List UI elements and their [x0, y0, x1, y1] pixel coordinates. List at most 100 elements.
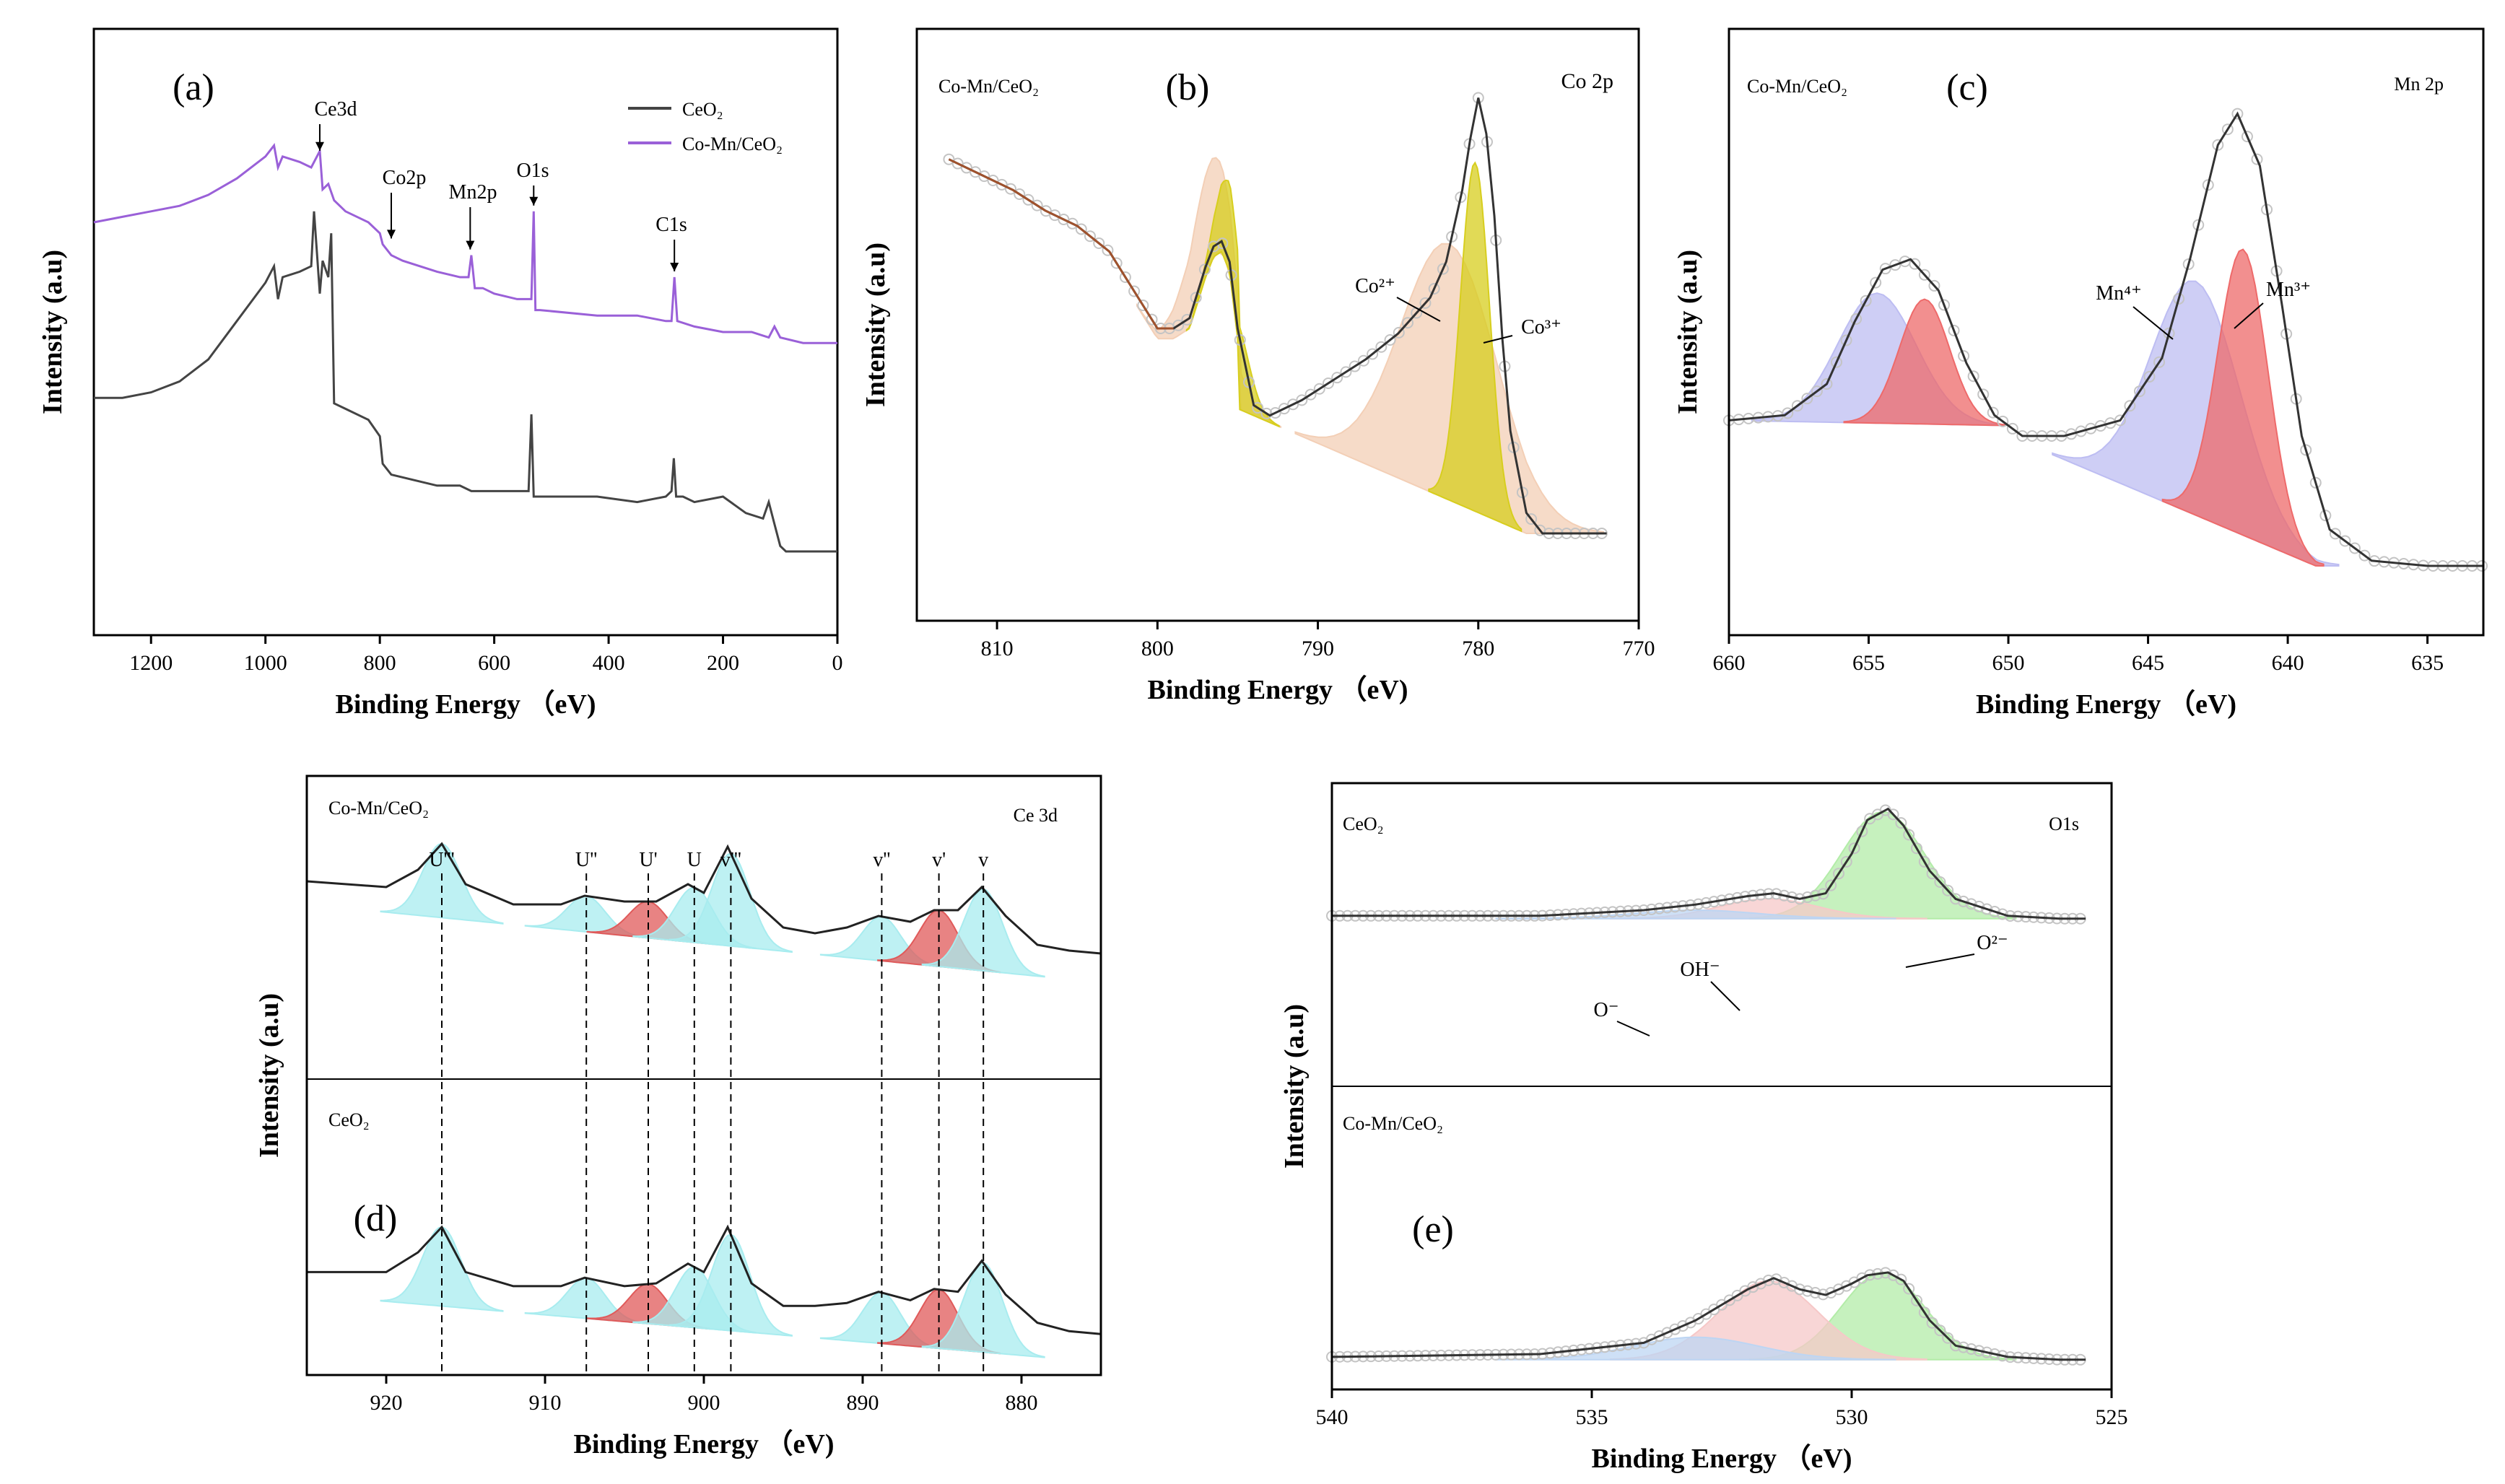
data-point: [1889, 259, 1901, 271]
peak-marker-label: U: [687, 849, 702, 871]
panel-c-mn2p: 660 655 650 645 640 635 Binding Energy （eV) Int…: [1673, 27, 2488, 720]
data-point: [1331, 372, 1343, 384]
co2-plus-sat-fill: [1136, 157, 1281, 429]
data-point: [1887, 808, 1899, 821]
data-point: [1014, 188, 1026, 200]
data-point: [1840, 855, 1852, 868]
x-tick-label: 890: [847, 1391, 879, 1415]
data-point: [1928, 279, 1940, 292]
panel-b-co2p: 810 800 790 780 770 Binding Energy （eV) Intens…: [861, 27, 1655, 705]
data-point: [2329, 528, 2341, 540]
data-point: [2300, 444, 2312, 456]
x-tick-label: 530: [1836, 1405, 1868, 1429]
data-point: [1870, 276, 1882, 289]
legend-entry: CeO₂: [682, 99, 723, 120]
x-tick-label: 655: [1852, 651, 1885, 675]
panel-label: (e): [1412, 1209, 1454, 1250]
data-point: [1918, 1306, 1930, 1319]
annotation-arrow: [1905, 953, 1975, 968]
data-point: [1252, 402, 1264, 414]
x-axis-title: Binding Energy （eV): [1976, 689, 2236, 720]
arrowhead: [529, 196, 539, 206]
data-point: [1446, 230, 1458, 243]
panel-a-survey: 1200 1000 800 600 400 200 0 Binding Energy （eV)…: [38, 27, 843, 720]
sample-label: CeO₂: [1343, 813, 1384, 834]
co3-plus-fill: [1428, 161, 1522, 533]
peak-annotation: Co²⁺: [1355, 275, 1395, 297]
data-point: [1918, 855, 1930, 868]
sample-label: CeO₂: [328, 1109, 370, 1130]
legend-entry: Co-Mn/CeO₂: [682, 134, 783, 154]
data-point: [1181, 313, 1193, 326]
peak-marker-label: U': [639, 849, 657, 871]
core-level-label: Ce 3d: [1014, 805, 1058, 826]
x-tick-label: 1200: [129, 651, 173, 675]
data-point: [2192, 219, 2205, 231]
x-tick-label: 635: [2411, 651, 2444, 675]
arrowhead: [670, 263, 679, 271]
data-point: [1304, 388, 1317, 401]
data-point: [1926, 868, 1938, 880]
x-tick-label: 535: [1576, 1405, 1608, 1429]
background-fit-line: [948, 158, 1174, 330]
sample-label: Co-Mn/CeO₂: [938, 76, 1039, 97]
ceo2-o1s-line: [1332, 807, 2086, 920]
data-point: [1075, 223, 1087, 235]
plot-frame: [915, 27, 1640, 622]
annotation-arrow: [1616, 1021, 1650, 1036]
y-axis-title: Intensity (a.u): [1673, 250, 1703, 414]
panel-label: (d): [354, 1198, 398, 1239]
plot-frame: [1728, 27, 2485, 637]
data-point: [2143, 370, 2156, 383]
y-axis-title: Intensity (a.u): [254, 993, 284, 1158]
data-point: [1958, 350, 1970, 362]
annotation-arrow: [2132, 306, 2174, 340]
plot-frame: [1330, 782, 2113, 1391]
data-point: [1128, 285, 1141, 297]
data-point: [1005, 183, 1016, 195]
panel-e-o1s: 540 535 530 525 Binding Energy （eV) Intensity…: [1279, 782, 2128, 1474]
data-point: [1850, 313, 1863, 325]
data-point: [1357, 354, 1369, 367]
ceo2-ce3d-line: [307, 1224, 1102, 1335]
arrowhead: [466, 240, 475, 250]
data-point: [1821, 378, 1833, 390]
data-point: [1895, 817, 1907, 829]
data-point: [2163, 327, 2175, 339]
data-point: [2231, 108, 2244, 120]
peak-annotation: Co³⁺: [1521, 316, 1561, 339]
data-point: [1911, 842, 1922, 855]
data-point: [1437, 263, 1449, 275]
data-point: [2221, 123, 2234, 136]
peak-annotation: Ce3d: [314, 98, 357, 121]
data-point: [1909, 258, 1921, 270]
data-point: [1967, 370, 1979, 383]
data-point: [1119, 271, 1131, 283]
x-tick-label: 650: [1992, 651, 2025, 675]
peak-annotation: Mn2p: [449, 181, 497, 204]
data-point: [1137, 300, 1149, 312]
data-point: [2202, 179, 2214, 191]
x-tick-label: 1000: [244, 651, 287, 675]
data-point: [2133, 385, 2145, 398]
data-point: [1996, 908, 2008, 920]
x-tick-label: 780: [1462, 637, 1494, 660]
peak-annotation: O²⁻: [1977, 932, 2008, 954]
data-point: [1110, 257, 1123, 269]
core-level-label: Co 2p: [1561, 69, 1613, 93]
peak-annotation: C1s: [655, 214, 687, 236]
data-point: [1801, 393, 1813, 405]
data-point: [1926, 1317, 1938, 1329]
data-point: [1762, 1274, 1774, 1286]
data-point: [1323, 377, 1334, 389]
peak-annotation: O1s: [516, 160, 549, 182]
peak-annotation: O⁻: [1594, 999, 1619, 1021]
data-point: [1349, 360, 1361, 372]
comn-ce3d-line: [306, 842, 1102, 955]
data-point: [2212, 139, 2224, 151]
y-axis-title: Intensity (a.u): [38, 250, 68, 414]
x-axis-title: Binding Energy （eV): [573, 1429, 834, 1459]
data-point: [1957, 895, 1969, 907]
data-point: [1942, 1332, 1954, 1344]
peak-marker-label: v'': [873, 849, 890, 871]
